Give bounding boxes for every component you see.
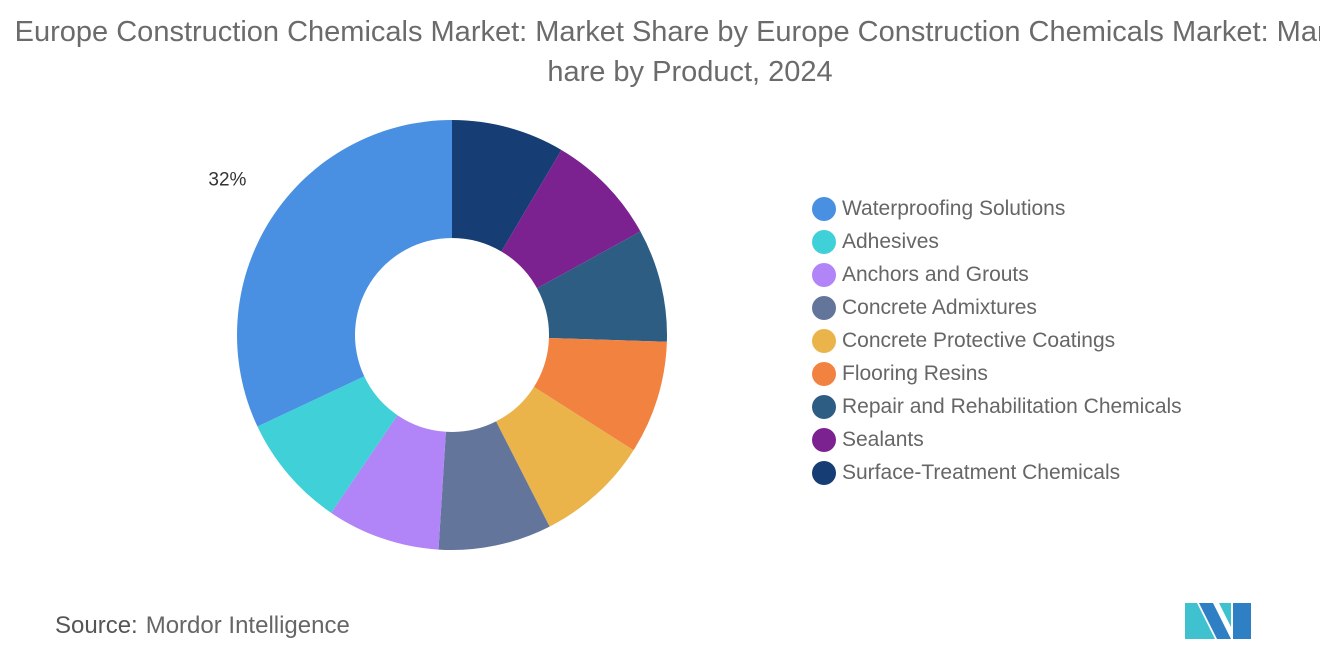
legend-item: Concrete Admixtures — [812, 291, 1182, 324]
legend-swatch — [812, 361, 836, 386]
source-name: Mordor Intelligence — [145, 612, 350, 639]
mordor-logo — [1185, 603, 1251, 639]
chart-title: Europe Construction Chemicals Market: Ma… — [14, 16, 1320, 88]
legend-swatch — [812, 394, 836, 419]
slice-concrete-protective-coatings — [496, 386, 634, 527]
legend-item: Concrete Protective Coatings — [812, 324, 1182, 357]
slice-surface-treatment-chemicals — [452, 120, 562, 252]
legend-label: Concrete Protective Coatings — [842, 328, 1116, 352]
source-label: Source: — [55, 612, 138, 639]
legend-item: Flooring Resins — [812, 357, 1182, 390]
legend-swatch — [812, 328, 836, 353]
legend-swatch — [812, 196, 836, 221]
legend-item: Sealants — [812, 423, 1182, 456]
legend-item: Repair and Rehabilitation Chemicals — [812, 390, 1182, 423]
legend-label: Anchors and Grouts — [842, 262, 1029, 286]
slice-waterproofing-solutions — [237, 120, 452, 427]
slice-anchors-and-grouts — [331, 415, 446, 550]
legend-label: Repair and Rehabilitation Chemicals — [842, 394, 1182, 418]
legend-swatch — [812, 229, 836, 254]
legend-label: Flooring Resins — [842, 361, 988, 385]
legend-swatch — [812, 262, 836, 287]
legend-item: Anchors and Grouts — [812, 258, 1182, 291]
legend-label: Concrete Admixtures — [842, 295, 1037, 319]
source-note: Source: Mordor Intelligence — [55, 612, 350, 640]
legend-label: Sealants — [842, 427, 924, 451]
slice-flooring-resins — [533, 338, 667, 451]
legend: Waterproofing Solutions Adhesives Anchors … — [812, 192, 1182, 489]
data-label: 32% — [208, 170, 246, 191]
legend-label: Surface-Treatment Chemicals — [842, 460, 1121, 484]
legend-item: Waterproofing Solutions — [812, 192, 1182, 225]
legend-label: Adhesives — [842, 229, 939, 253]
legend-swatch — [812, 295, 836, 320]
legend-label: Waterproofing Solutions — [842, 196, 1066, 220]
slice-repair-and-rehabilitation-chemicals — [537, 231, 668, 342]
legend-item: Surface-Treatment Chemicals — [812, 456, 1182, 489]
slice-sealants — [501, 149, 641, 289]
slice-concrete-admixtures — [438, 421, 550, 550]
legend-item: Adhesives — [812, 225, 1182, 258]
slice-adhesives — [257, 376, 398, 513]
legend-swatch — [812, 460, 836, 485]
legend-swatch — [812, 427, 836, 452]
